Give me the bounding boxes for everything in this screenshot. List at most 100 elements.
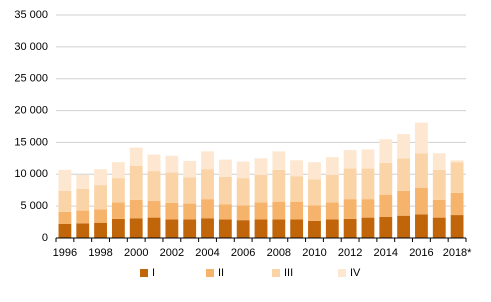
bar-segment	[218, 159, 232, 177]
bar-segment	[58, 190, 72, 212]
x-tick-label: 2010	[302, 247, 326, 259]
bar-segment	[76, 174, 90, 189]
bar-segment	[415, 122, 428, 154]
y-tick-label: 15 000	[14, 136, 48, 148]
bar-segment	[201, 218, 214, 238]
bar-segment	[183, 160, 197, 178]
x-tick-label: 1998	[88, 247, 112, 259]
bar-segment	[432, 153, 446, 170]
bar-segment	[379, 139, 393, 163]
bar-segment	[415, 153, 428, 188]
legend-swatch	[338, 269, 346, 277]
bar-segment	[361, 149, 375, 169]
bar-segment	[308, 205, 321, 221]
bar-segment	[183, 219, 197, 238]
y-tick-label: 10 000	[14, 168, 48, 180]
bar-segment	[111, 162, 125, 179]
bar-segment	[379, 216, 393, 238]
x-tick-label: 2004	[195, 247, 219, 259]
bar-segment	[397, 158, 411, 191]
bar-segment	[343, 168, 357, 200]
bar-segment	[218, 176, 232, 205]
bar-segment	[450, 192, 464, 216]
bar-segment	[343, 218, 357, 238]
bar-segment	[415, 214, 428, 238]
bar-segment	[236, 178, 250, 206]
bar-segment	[325, 202, 339, 220]
bar-segment	[111, 202, 125, 219]
bar-segment	[236, 220, 250, 238]
bar-segment	[432, 199, 446, 218]
bar-segment	[58, 169, 72, 191]
bar-segment	[272, 169, 286, 202]
bar-segment	[272, 151, 286, 170]
bar-segment	[236, 161, 250, 179]
legend-label: II	[218, 267, 224, 279]
bar-segment	[325, 157, 339, 175]
x-tick-label: 1996	[53, 247, 77, 259]
bar-segment	[361, 217, 375, 238]
bar-segment	[218, 219, 232, 238]
bar-segment	[361, 168, 375, 200]
bar-segment	[308, 179, 321, 206]
bar-segment	[183, 203, 197, 220]
bar-segment	[165, 155, 179, 173]
bar-segment	[254, 158, 268, 175]
bar-segment	[58, 223, 72, 238]
bar-segment	[76, 210, 90, 224]
y-tick-label: 5 000	[20, 200, 48, 212]
bar-segment	[94, 169, 107, 186]
bar-segment	[272, 201, 286, 220]
bar-segment	[201, 199, 214, 219]
bar-segment	[290, 176, 304, 202]
legend-label: I	[152, 267, 155, 279]
bar-segment	[147, 201, 161, 218]
y-tick-label: 25 000	[14, 73, 48, 85]
bar-segment	[129, 166, 143, 200]
bar-segment	[254, 174, 268, 203]
bar-segment	[183, 177, 197, 204]
bar-segment	[397, 134, 411, 159]
y-tick-label: 35 000	[14, 9, 48, 21]
y-tick-label: 30 000	[14, 41, 48, 53]
bar-segment	[111, 178, 125, 203]
legend-swatch	[272, 269, 280, 277]
x-tick-label: 2016	[409, 247, 433, 259]
legend-label: III	[284, 267, 293, 279]
bar-segment	[450, 160, 464, 163]
x-tick-label: 2006	[231, 247, 255, 259]
legend-swatch	[206, 269, 214, 277]
bar-segment	[147, 154, 161, 172]
x-tick-label: 2014	[374, 247, 398, 259]
bar-segment	[76, 223, 90, 238]
x-tick-label: 2002	[160, 247, 184, 259]
bar-segment	[290, 160, 304, 177]
x-tick-label: 2008	[267, 247, 291, 259]
bar-segment	[343, 199, 357, 219]
bar-segment	[450, 215, 464, 238]
x-tick-label: 2018*	[443, 247, 472, 259]
legend-swatch	[140, 269, 148, 277]
y-tick-label: 20 000	[14, 104, 48, 116]
bar-segment	[450, 162, 464, 193]
bar-segment	[254, 219, 268, 238]
bar-segment	[94, 222, 107, 238]
y-tick-label: 0	[42, 232, 48, 244]
bar-segment	[290, 219, 304, 238]
x-tick-label: 2012	[338, 247, 362, 259]
bar-segment	[165, 202, 179, 220]
bar-segment	[76, 188, 90, 211]
bar-segment	[201, 151, 214, 170]
bar-segment	[94, 209, 107, 223]
bar-segment	[94, 185, 107, 210]
bar-segment	[165, 172, 179, 203]
bar-segment	[290, 201, 304, 220]
bar-segment	[129, 147, 143, 167]
bar-segment	[201, 169, 214, 200]
bar-segment	[111, 218, 125, 238]
bar-segment	[254, 202, 268, 220]
bar-segment	[361, 199, 375, 218]
bar-segment	[218, 204, 232, 220]
bar-segment	[432, 169, 446, 200]
